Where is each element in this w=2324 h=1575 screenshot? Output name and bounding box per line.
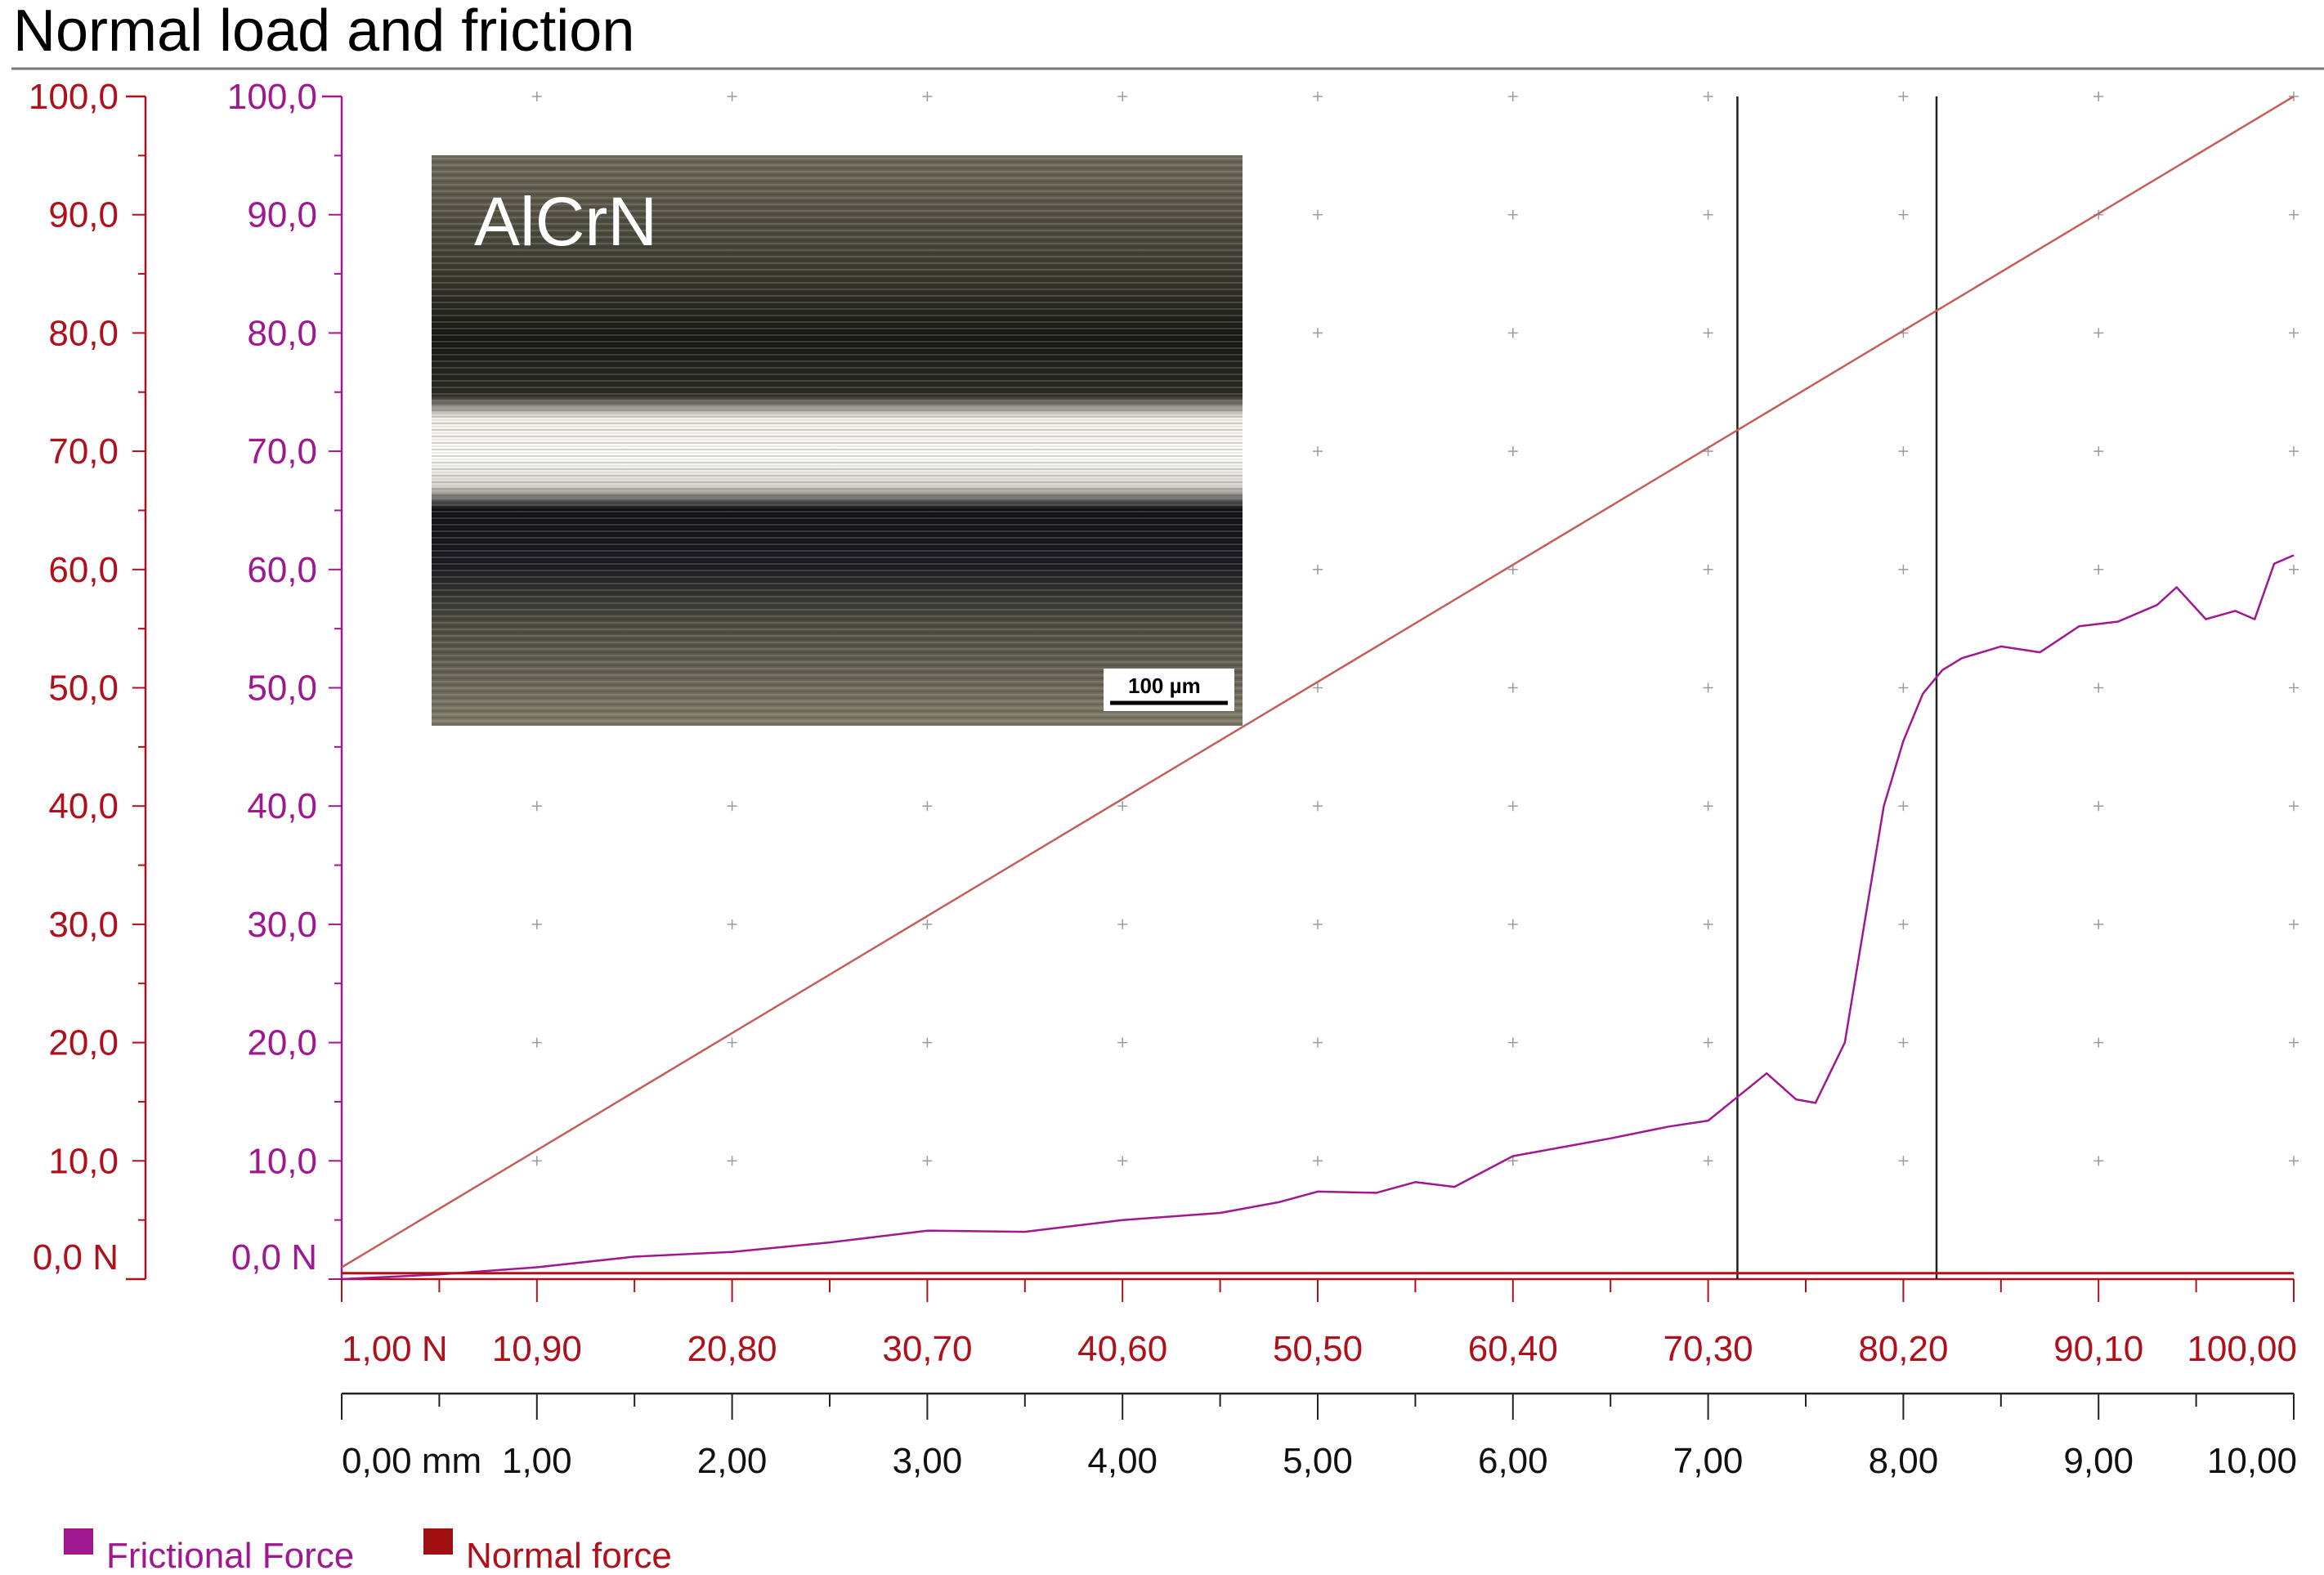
left-axis-tick-label: 0,0 N: [33, 1237, 119, 1277]
x-distance-tick-label: 5,00: [1283, 1441, 1353, 1481]
left-axis-tick-label: 70,0: [48, 432, 119, 472]
inset-micrograph: AlCrN 100 µm: [432, 155, 1243, 726]
x-distance-tick-label: 0,00 mm: [342, 1441, 481, 1481]
normal-load-ramp-line: [341, 95, 2295, 1269]
x-distance-tick-label: 8,00: [1869, 1441, 1939, 1481]
axes: [126, 95, 2295, 1420]
left-axis-tick-label: 90,0: [48, 195, 119, 235]
x-load-tick-label: 70,30: [1664, 1329, 1753, 1369]
right-axis-tick-label: 50,0: [247, 669, 317, 709]
chart-title: Normal load and friction: [13, 0, 634, 64]
inset-texture: [432, 155, 1243, 726]
right-axis-tick-label: 100,0: [227, 77, 317, 117]
left-axis-tick-label: 10,0: [48, 1141, 119, 1181]
left-axis-tick-label: 100,0: [29, 77, 119, 117]
scale-bar-label: 100 µm: [1128, 673, 1201, 698]
x-distance-tick-label: 6,00: [1478, 1441, 1548, 1481]
right-axis-tick-label: 20,0: [247, 1023, 317, 1063]
legend-label-normal: Normal force: [466, 1536, 672, 1575]
left-axis-tick-label: 20,0: [48, 1023, 119, 1063]
right-axis-tick-label: 30,0: [247, 905, 317, 945]
x-load-tick-label: 30,70: [882, 1329, 972, 1369]
x-load-tick-label: 20,80: [687, 1329, 777, 1369]
x-load-tick-label: 60,40: [1468, 1329, 1558, 1369]
legend-swatch-normal: [423, 1528, 453, 1555]
x-distance-tick-label: 7,00: [1673, 1441, 1744, 1481]
x-load-tick-label: 100,00: [2187, 1329, 2297, 1369]
inset-label: AlCrN: [474, 183, 657, 260]
x-distance-tick-label: 2,00: [697, 1441, 768, 1481]
right-axis-tick-label: 40,0: [247, 786, 317, 826]
right-axis-tick-label: 90,0: [247, 195, 317, 235]
x-distance-tick-label: 3,00: [893, 1441, 963, 1481]
right-axis-tick-label: 70,0: [247, 432, 317, 472]
left-axis-tick-label: 30,0: [48, 905, 119, 945]
left-axis-tick-label: 40,0: [48, 786, 119, 826]
left-axis-tick-label: 50,0: [48, 669, 119, 709]
legend: Frictional Force Normal force: [64, 1528, 672, 1575]
x-distance-tick-label: 9,00: [2063, 1441, 2134, 1481]
right-axis-tick-label: 10,0: [247, 1141, 317, 1181]
x-load-tick-label: 10,90: [492, 1329, 582, 1369]
legend-label-frictional: Frictional Force: [106, 1536, 354, 1575]
x-distance-tick-label: 4,00: [1087, 1441, 1158, 1481]
tick-labels: 100,0 90,0 80,0 70,0 60,0 50,0 40,0 30,0 20,0 10,…: [29, 77, 2297, 1481]
left-axis-tick-label: 60,0: [48, 550, 119, 590]
x-load-tick-label: 50,50: [1273, 1329, 1363, 1369]
x-load-tick-label: 90,10: [2053, 1329, 2143, 1369]
legend-swatch-frictional: [64, 1528, 93, 1555]
x-load-tick-label: 40,60: [1077, 1329, 1167, 1369]
x-distance-tick-label: 1,00: [502, 1441, 572, 1481]
x-distance-tick-label: 10,00: [2207, 1441, 2297, 1481]
x-load-tick-label: 1,00 N: [342, 1329, 448, 1369]
series-layer: [341, 95, 2295, 1281]
right-axis-tick-label: 0,0 N: [231, 1237, 317, 1277]
frictional-force-line: [341, 554, 2295, 1281]
left-axis-tick-label: 80,0: [48, 313, 119, 353]
right-axis-tick-label: 60,0: [247, 550, 317, 590]
x-load-tick-label: 80,20: [1858, 1329, 1948, 1369]
right-axis-tick-label: 80,0: [247, 313, 317, 353]
